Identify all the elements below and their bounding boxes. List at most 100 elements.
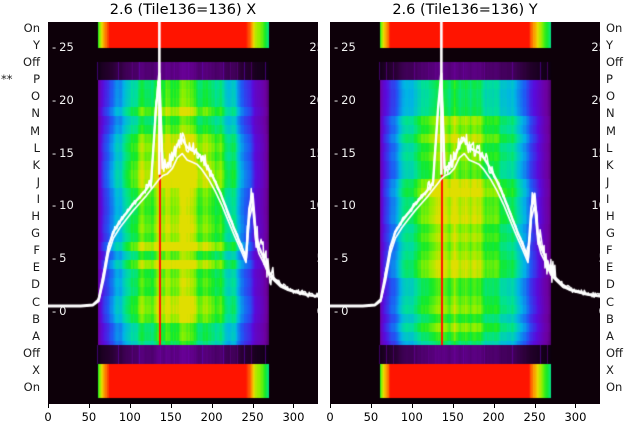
category-label-b-17: B — [606, 311, 614, 326]
y-tick-label-left-25: -25 — [52, 40, 74, 54]
category-label-f-13: F — [606, 243, 613, 258]
category-label-d-15: D — [31, 277, 40, 292]
category-label-j-9: J — [606, 174, 610, 189]
category-label-h-11: H — [31, 209, 40, 224]
category-label-on-0: On — [23, 21, 40, 35]
x-tick-label-0: 0 — [326, 410, 334, 424]
x-tick-mark-150 — [452, 404, 454, 408]
y-tick-label-right-15: 15 — [309, 145, 318, 160]
x-tick-label-250: 250 — [523, 410, 546, 424]
y-tick-label-left-10: -10 — [52, 198, 74, 213]
category-label-a-18: A — [606, 328, 614, 343]
x-tick-label-150: 150 — [441, 410, 464, 424]
category-label-off-2: Off — [606, 55, 623, 70]
category-axis-right: On Y Off P O N M L K J I H G F E D C B A Off X On — [603, 22, 640, 404]
category-label-x-20: X — [32, 362, 40, 377]
x-tick-label-250: 250 — [241, 410, 264, 424]
x-tick-mark-150 — [170, 404, 172, 408]
category-label-c-16: C — [606, 294, 615, 309]
category-label-m-6: M — [30, 123, 40, 138]
category-label-o-4: O — [30, 89, 40, 104]
category-label-g-12: G — [31, 226, 40, 241]
category-label-off-19: Off — [23, 345, 40, 360]
panel-title-x: 2.6 (Tile136=136) X — [109, 2, 257, 18]
x-tick-label-50: 50 — [363, 410, 379, 424]
category-label-i-10: I — [36, 191, 40, 206]
heatmap-canvas-x — [48, 22, 318, 404]
y-tick-label-right-5: 5 — [317, 252, 318, 264]
y-tick-label-right-25: 25 — [309, 40, 318, 54]
y-tick-label-right-10: 10 — [309, 198, 318, 213]
category-label-g-12: G — [606, 226, 615, 241]
category-label-n-5: N — [606, 106, 615, 121]
heatmap-panel-y[interactable]: -25 25 -20 20 -15 15 -10 10 -5 5 -0 0 — [330, 22, 600, 404]
x-tick-mark-250 — [534, 404, 536, 408]
x-tick-mark-0 — [330, 404, 331, 408]
category-label-off-19: Off — [606, 345, 623, 360]
y-tick-label-right-0: 0 — [599, 305, 600, 317]
x-tick-label-200: 200 — [200, 410, 223, 424]
y-tick-label-right-20: 20 — [309, 92, 318, 107]
category-label-o-4: O — [606, 89, 616, 104]
category-label-i-10: I — [606, 191, 610, 206]
y-tick-label-right-10: 10 — [591, 198, 600, 213]
category-label-n-5: N — [31, 106, 40, 121]
y-tick-label-left-25: -25 — [334, 40, 356, 54]
y-tick-label-right-0: 0 — [317, 305, 318, 317]
category-label-d-15: D — [606, 277, 615, 292]
x-tick-mark-50 — [370, 404, 372, 408]
y-tick-label-right-15: 15 — [591, 145, 600, 160]
y-tick-label-right-20: 20 — [591, 92, 600, 107]
x-tick-mark-100 — [411, 404, 413, 408]
category-label-b-17: B — [32, 311, 40, 326]
x-tick-mark-300 — [575, 404, 577, 408]
x-tick-label-100: 100 — [118, 410, 141, 424]
category-label-e-14: E — [32, 260, 40, 275]
x-tick-label-200: 200 — [482, 410, 505, 424]
x-tick-label-50: 50 — [81, 410, 97, 424]
y-tick-label-left-5: -5 — [52, 251, 67, 266]
category-label-on-21: On — [606, 380, 623, 394]
y-tick-label-left-20: -20 — [52, 92, 74, 107]
x-tick-mark-200 — [211, 404, 213, 408]
y-tick-label-left-0: -0 — [52, 304, 67, 318]
category-label-l-7: L — [606, 140, 613, 155]
category-label-c-16: C — [31, 294, 40, 309]
category-label-p-3: P — [33, 72, 40, 87]
y-tick-label-left-5: -5 — [334, 251, 349, 266]
heatmap-canvas-y — [330, 22, 600, 404]
x-tick-mark-100 — [129, 404, 131, 408]
category-label-y-1: Y — [606, 38, 614, 53]
y-tick-label-right-25: 25 — [591, 40, 600, 54]
panel-title-y: 2.6 (Tile136=136) Y — [392, 2, 538, 18]
category-label-h-11: H — [606, 209, 615, 224]
y-tick-label-left-0: -0 — [334, 304, 349, 318]
category-label-off-2: Off — [23, 55, 40, 70]
category-label-j-9: J — [36, 174, 40, 189]
category-axis-left: On Y Off P ** O N M L K J I H G F E D C B A Off X On — [0, 22, 44, 404]
x-axis-panel-x: 0 50 100 150 200 250 300 — [44, 404, 318, 438]
category-label-on-21: On — [23, 380, 40, 394]
x-tick-label-0: 0 — [44, 410, 52, 424]
category-label-l-7: L — [33, 140, 40, 155]
y-tick-label-left-15: -15 — [334, 145, 356, 160]
x-axis-panel-y: 0 50 100 150 200 250 300 — [326, 404, 600, 438]
x-tick-label-100: 100 — [400, 410, 423, 424]
category-label-p-3: P — [606, 72, 613, 87]
x-tick-label-300: 300 — [282, 410, 305, 424]
y-tick-label-left-10: -10 — [334, 198, 356, 213]
x-tick-mark-300 — [293, 404, 295, 408]
heatmap-panel-x[interactable]: -25 25 -20 20 -15 15 -10 10 -5 5 -0 0 — [48, 22, 318, 404]
x-tick-mark-200 — [493, 404, 495, 408]
category-label-k-8: K — [606, 157, 614, 172]
category-label-f-13: F — [33, 243, 40, 258]
category-marker-asterisks: ** — [1, 72, 13, 87]
x-tick-mark-0 — [48, 404, 49, 408]
x-tick-mark-50 — [88, 404, 90, 408]
category-label-on-0: On — [606, 21, 623, 35]
x-tick-mark-250 — [252, 404, 254, 408]
category-label-k-8: K — [32, 157, 40, 172]
category-label-m-6: M — [606, 123, 616, 138]
x-tick-label-300: 300 — [564, 410, 587, 424]
